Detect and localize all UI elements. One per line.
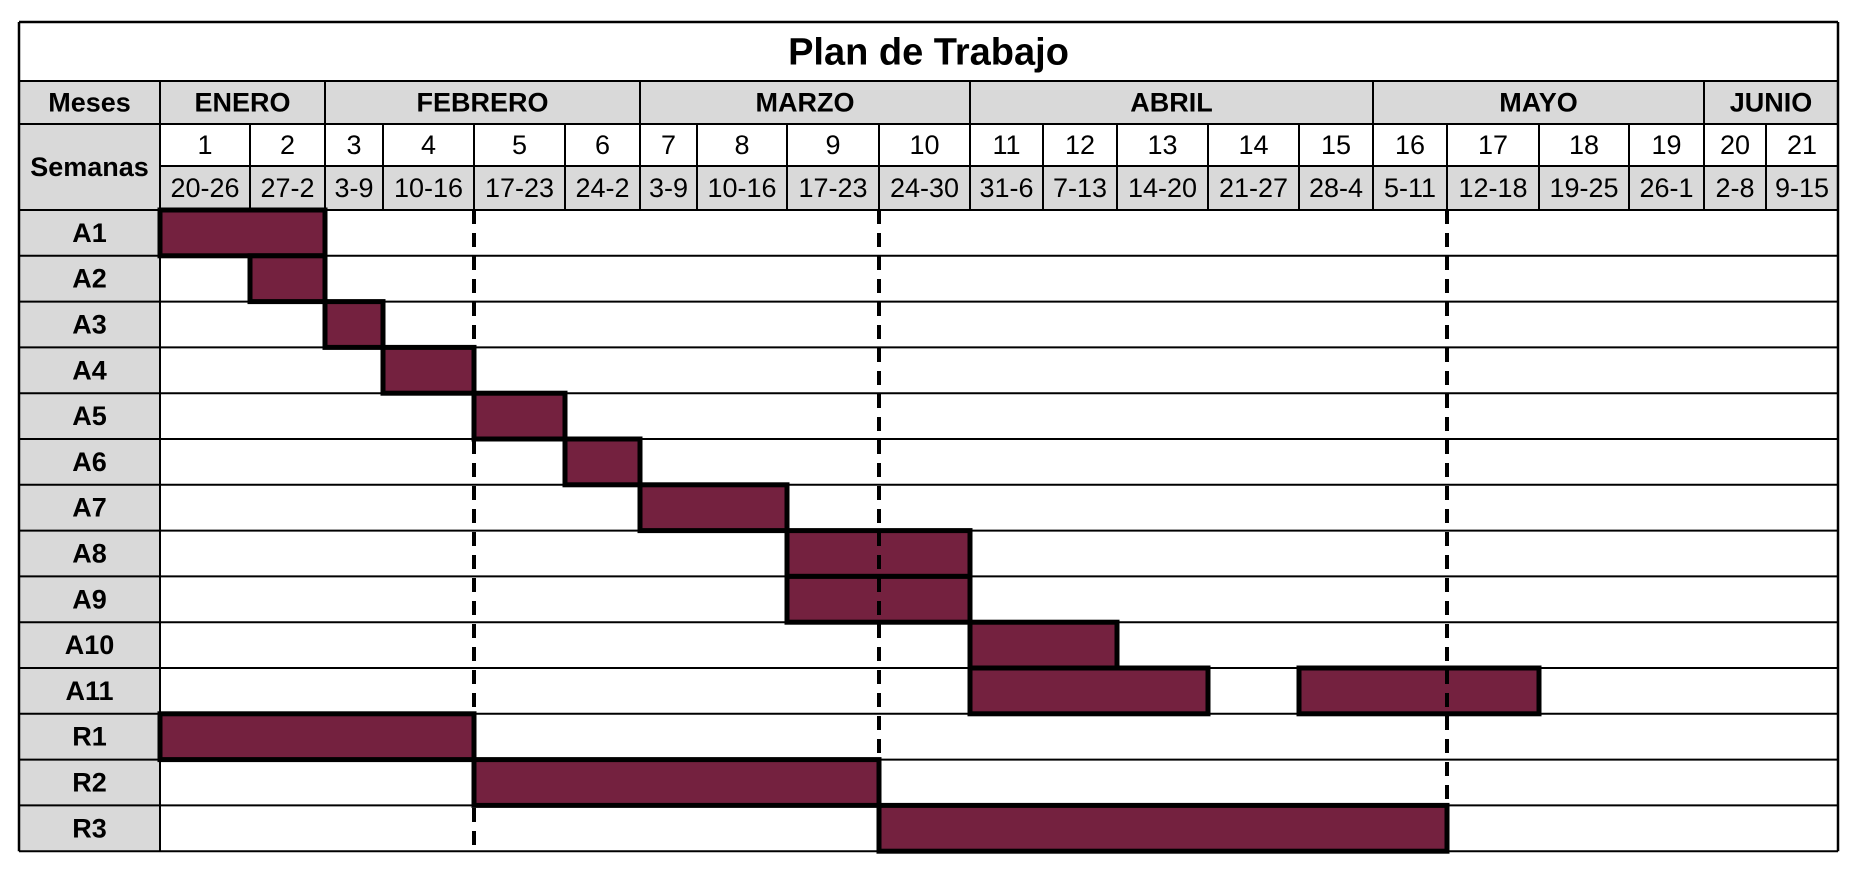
task-label: R2 [72, 768, 107, 798]
week-range: 3-9 [334, 173, 373, 203]
week-range: 10-16 [707, 173, 776, 203]
week-range: 17-23 [485, 173, 554, 203]
week-number: 14 [1238, 130, 1268, 160]
week-number: 6 [595, 130, 610, 160]
task-label: A2 [72, 264, 107, 294]
week-range: 31-6 [979, 173, 1033, 203]
week-number: 9 [825, 130, 840, 160]
week-range: 3-9 [649, 173, 688, 203]
week-number: 10 [909, 130, 939, 160]
weeks-header-label: Semanas [30, 152, 149, 182]
week-number: 11 [992, 130, 1020, 160]
week-number: 16 [1395, 130, 1425, 160]
week-number: 5 [512, 130, 527, 160]
task-label: A11 [65, 676, 113, 706]
task-label: A7 [72, 493, 107, 523]
week-range: 5-11 [1384, 173, 1436, 203]
task-label: A9 [72, 584, 107, 614]
week-number: 1 [197, 130, 212, 160]
task-label: A1 [72, 218, 107, 248]
week-range: 17-23 [798, 173, 867, 203]
week-range: 24-30 [890, 173, 959, 203]
task-bar [637, 482, 790, 534]
task-bar [247, 253, 328, 305]
week-number: 20 [1720, 130, 1750, 160]
task-bar [562, 436, 643, 488]
month-label: ENERO [194, 88, 290, 118]
task-bar [157, 711, 477, 763]
month-label: MAYO [1499, 88, 1578, 118]
week-range: 19-25 [1549, 173, 1618, 203]
month-label: JUNIO [1730, 88, 1813, 118]
task-bar [322, 299, 386, 350]
task-label: A8 [72, 539, 107, 569]
week-number: 3 [346, 130, 361, 160]
task-label: R1 [72, 722, 107, 752]
week-number: 8 [734, 130, 749, 160]
week-range: 2-8 [1715, 173, 1754, 203]
week-range: 9-15 [1775, 173, 1829, 203]
task-bar [1296, 665, 1542, 717]
task-label: A6 [72, 447, 107, 477]
task-bar [471, 757, 882, 808]
week-number: 18 [1569, 130, 1599, 160]
task-bar [967, 665, 1211, 717]
months-header-label: Meses [48, 88, 131, 118]
week-number: 13 [1147, 130, 1177, 160]
task-label: R3 [72, 813, 107, 843]
task-bar [380, 344, 477, 396]
week-range: 7-13 [1053, 173, 1107, 203]
week-range: 27-2 [260, 173, 314, 203]
task-label: A4 [72, 355, 107, 385]
week-range: 24-2 [575, 173, 629, 203]
task-bar [157, 207, 328, 259]
month-label: FEBRERO [416, 88, 548, 118]
week-number: 15 [1321, 130, 1351, 160]
week-range: 26-1 [1639, 173, 1693, 203]
week-number: 2 [280, 130, 295, 160]
week-range: 20-26 [170, 173, 239, 203]
week-number: 12 [1065, 130, 1095, 160]
week-range: 12-18 [1458, 173, 1527, 203]
week-number: 21 [1787, 130, 1817, 160]
task-bar [471, 390, 568, 442]
week-number: 7 [661, 130, 676, 160]
week-number: 19 [1651, 130, 1681, 160]
task-label: A3 [72, 310, 107, 340]
task-label: A10 [65, 630, 115, 660]
week-number: 4 [421, 130, 436, 160]
month-label: MARZO [756, 88, 855, 118]
week-range: 10-16 [394, 173, 463, 203]
week-range: 14-20 [1128, 173, 1197, 203]
task-label: A5 [72, 401, 107, 431]
task-bar [876, 802, 1450, 854]
week-number: 17 [1478, 130, 1508, 160]
week-range: 21-27 [1219, 173, 1288, 203]
month-label: ABRIL [1130, 88, 1213, 118]
week-range: 28-4 [1309, 173, 1363, 203]
chart-title: Plan de Trabajo [788, 32, 1069, 74]
week-number-row-background [160, 124, 1838, 166]
task-bar [967, 619, 1120, 671]
